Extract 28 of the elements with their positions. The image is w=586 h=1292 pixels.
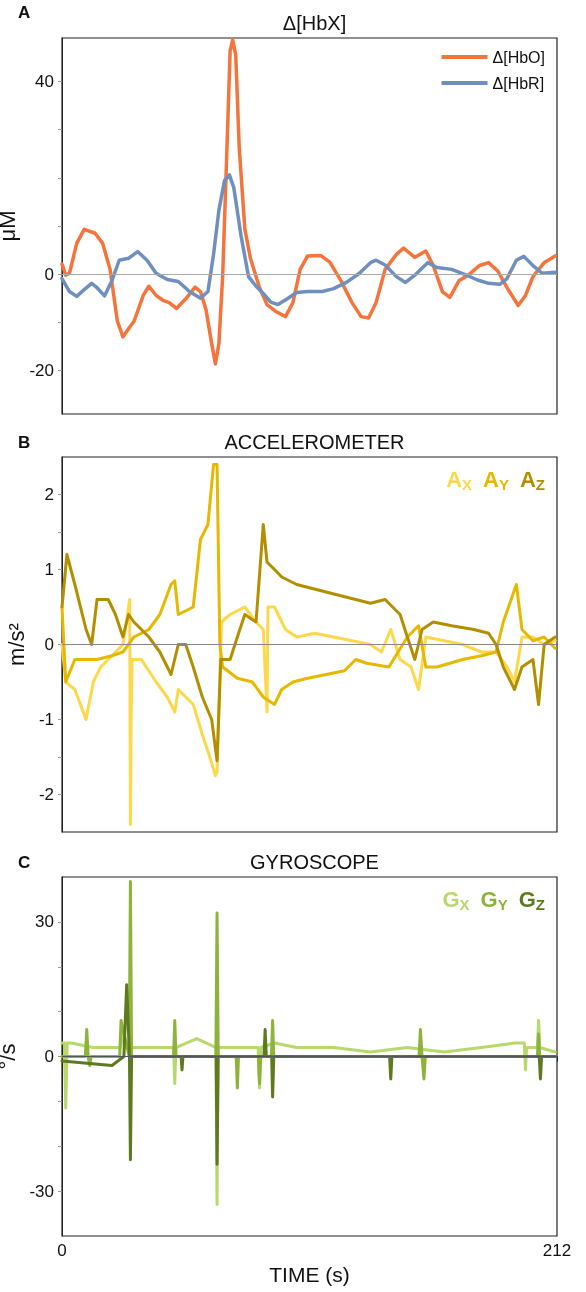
y-tick-label: -20 bbox=[29, 361, 54, 381]
chart-title: GYROSCOPE bbox=[250, 851, 379, 873]
line-series bbox=[60, 38, 557, 366]
line-series bbox=[60, 523, 557, 763]
x-tick-label: 212 bbox=[542, 1241, 572, 1260]
y-axis-title: °/s bbox=[0, 1043, 21, 1070]
y-tick-label: 40 bbox=[35, 71, 54, 91]
y-tick-label: 0 bbox=[44, 635, 54, 654]
y-tick-label: -1 bbox=[38, 710, 54, 729]
text: A bbox=[18, 3, 31, 22]
y-tick-label: 2 bbox=[44, 485, 54, 504]
y-tick-label: 1 bbox=[44, 560, 54, 579]
y-tick-label: 30 bbox=[35, 912, 54, 932]
text: C bbox=[18, 853, 31, 872]
y-tick-label: -30 bbox=[29, 1181, 54, 1201]
legend-label: Δ[HbR] bbox=[492, 74, 545, 92]
y-axis-title: m/s² bbox=[4, 623, 30, 666]
line-series bbox=[60, 173, 557, 307]
y-axis-title: μM bbox=[0, 210, 21, 242]
chart-title: Δ[HbX] bbox=[282, 12, 347, 34]
y-tick-label: 0 bbox=[44, 264, 54, 284]
y-tick-label: -2 bbox=[38, 785, 54, 804]
legend-label: Δ[HbO] bbox=[492, 48, 546, 66]
line-series bbox=[60, 463, 557, 706]
y-tick-label: 0 bbox=[44, 1047, 54, 1066]
chart-title: ACCELEROMETER bbox=[224, 431, 405, 453]
text: B bbox=[18, 433, 31, 452]
x-axis-title: TIME (s) bbox=[269, 1262, 350, 1286]
